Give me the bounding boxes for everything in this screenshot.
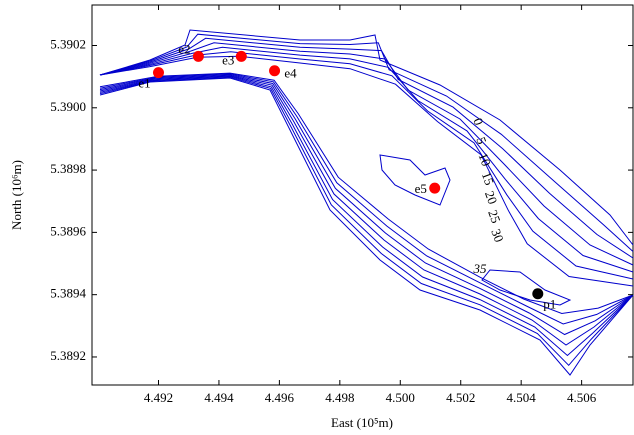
contour-line xyxy=(99,72,634,315)
contour-line xyxy=(99,46,634,273)
contour-line xyxy=(99,76,634,367)
x-tick-label: 4.504 xyxy=(507,390,537,405)
y-tick-label: 5.3902 xyxy=(50,36,86,51)
contour-label: 30 xyxy=(488,227,507,244)
y-axis-label: North (10⁶m) xyxy=(9,160,24,230)
point-label: p1 xyxy=(543,297,556,312)
x-tick-label: 4.494 xyxy=(204,390,234,405)
y-tick-label: 5.3900 xyxy=(50,99,86,114)
contour-label: 35 xyxy=(473,261,488,276)
contour-line xyxy=(99,33,634,252)
x-tick-label: 4.502 xyxy=(446,390,475,405)
contour-label: 10 xyxy=(476,151,495,168)
x-tick-label: 4.492 xyxy=(144,390,173,405)
x-tick-label: 4.496 xyxy=(265,390,295,405)
contour-line xyxy=(99,75,634,346)
contour-line xyxy=(99,51,634,280)
contour-label: 25 xyxy=(485,208,504,225)
contour-label: 15 xyxy=(479,170,498,187)
point xyxy=(192,50,204,62)
point xyxy=(429,182,441,194)
point xyxy=(235,50,247,62)
contour-line xyxy=(99,29,634,246)
y-tick-label: 5.3896 xyxy=(50,223,86,238)
contour-line xyxy=(99,55,634,287)
point-label: e3 xyxy=(222,52,234,67)
x-tick-label: 4.500 xyxy=(386,390,415,405)
x-tick-label: 4.506 xyxy=(567,390,597,405)
point xyxy=(269,65,281,77)
contour-line xyxy=(99,77,634,376)
y-tick-label: 5.3898 xyxy=(50,161,86,176)
point xyxy=(152,67,164,79)
contour-line xyxy=(99,37,634,259)
contour-line xyxy=(99,42,634,266)
contour-label: 5 xyxy=(473,135,489,146)
contour-label: 0 xyxy=(470,116,486,127)
contour-line xyxy=(481,269,572,306)
contour-line xyxy=(99,75,634,357)
y-tick-label: 5.3892 xyxy=(50,348,86,363)
contour-label: 20 xyxy=(482,189,501,206)
contour-line xyxy=(99,73,634,325)
point-label: e2 xyxy=(178,41,190,56)
point-label: e4 xyxy=(284,66,297,81)
point-label: e5 xyxy=(415,181,427,196)
contour-line xyxy=(379,154,451,206)
point xyxy=(532,288,544,300)
y-tick-label: 5.3894 xyxy=(50,286,86,301)
x-tick-label: 4.498 xyxy=(325,390,354,405)
plot-frame xyxy=(91,4,634,386)
x-axis-label: East (10⁵m) xyxy=(331,415,393,430)
point-label: e1 xyxy=(138,76,150,91)
contour-line xyxy=(99,74,634,336)
